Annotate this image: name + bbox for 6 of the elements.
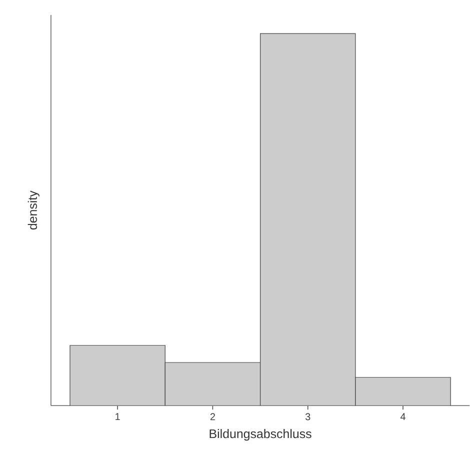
x-axis-title: Bildungsabschluss — [210, 429, 312, 441]
x-tick-label: 3 — [305, 413, 310, 420]
x-tick-label: 2 — [210, 413, 215, 420]
y-axis-title: density — [28, 190, 40, 230]
x-tick-label: 1 — [116, 413, 120, 420]
x-tick-label: 4 — [400, 413, 406, 420]
